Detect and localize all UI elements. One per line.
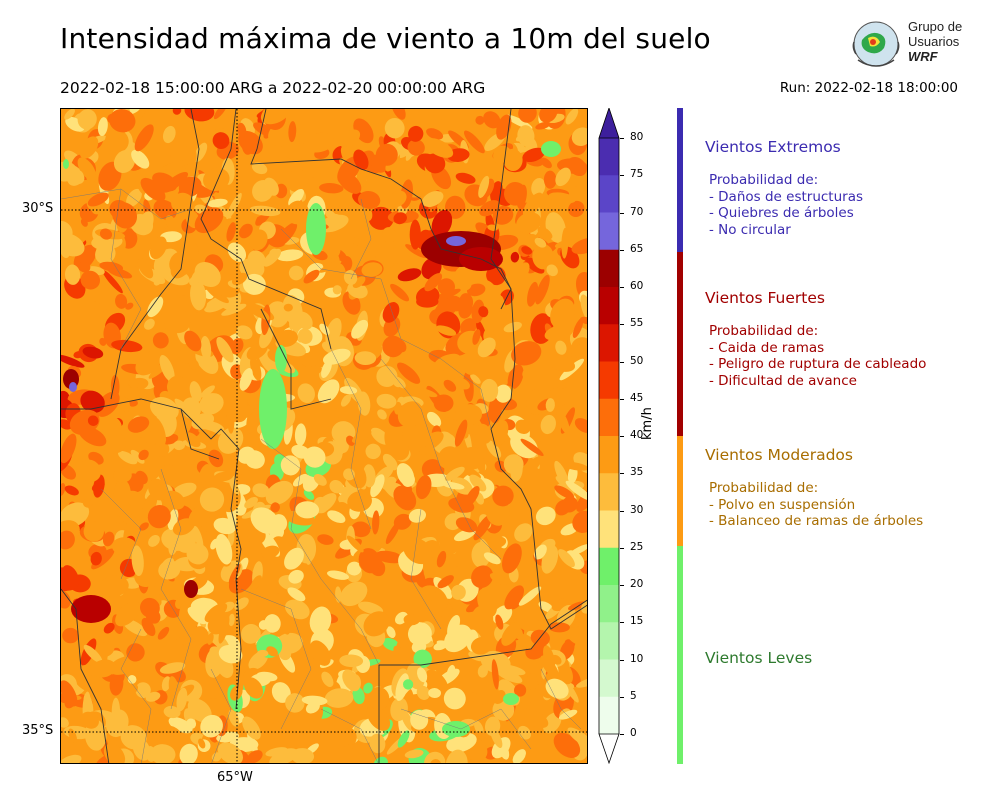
category-moderados: Vientos Moderados Probabilidad de: - Pol… [705,446,923,530]
colorbar-tick-mark [620,175,624,177]
category-line: - Daños de estructuras [709,188,864,205]
department-borders [61,188,582,763]
logo-line1: Grupo de [908,19,963,34]
lon-label-65w: 65°W [217,770,253,785]
category-line: Probabilidad de: [709,172,819,188]
strip-moderados [677,436,683,546]
colorbar-tick-label: 25 [630,540,644,553]
colorbar-tick-label: 40 [630,429,644,441]
colorbar-tick-label: 75 [630,168,644,181]
colorbar-tick-mark [620,473,624,475]
colorbar-tick-label: 10 [630,652,644,665]
colorbar-level [599,547,619,586]
globe-icon [852,21,900,67]
province-borders [61,109,587,763]
colorbar-level [599,249,619,288]
category-title: Vientos Moderados [705,446,853,464]
wrf-logo: Grupo de Usuarios WRF [848,18,970,72]
colorbar-tick-label: 45 [630,391,644,404]
colorbar-level [599,175,619,213]
colorbar-unit: km/h [640,407,655,440]
strip-fuertes [677,252,683,436]
colorbar-tick-mark [620,696,624,698]
category-line: - Dificultad de avance [709,372,857,389]
run-time: Run: 2022-02-18 18:00:00 [779,80,958,96]
category-line: Probabilidad de: [709,323,819,339]
strip-extremos [677,108,683,252]
colorbar-level [599,138,619,176]
colorbar-level [599,696,619,735]
colorbar-tick-mark [620,212,624,214]
category-line: - Balanceo de ramas de árboles [709,513,924,529]
colorbar-level [599,622,619,660]
category-line: Probabilidad de: [709,480,819,496]
category-line: - Quiebres de árboles [709,205,854,221]
colorbar-tick-label: 65 [630,242,644,255]
wind-map[interactable] [60,108,588,764]
graticule [61,109,587,763]
colorbar [598,108,620,764]
colorbar-level [599,659,619,698]
logo-line2: Usuarios [908,34,960,49]
colorbar-level [599,398,619,437]
colorbar-tick-mark [620,398,624,400]
colorbar-tick-mark [620,510,624,512]
logo-line3: WRF [908,49,938,64]
colorbar-level [599,510,619,549]
lat-label-30s: 30°S [22,201,54,216]
category-line: - Peligro de ruptura de cableado [709,356,927,372]
category-line: - Polvo en suspensión [709,496,856,513]
colorbar-tick-mark [620,585,624,586]
colorbar-tick-mark [620,436,624,437]
category-leves: Vientos Leves [705,649,812,667]
forecast-period: 2022-02-18 15:00:00 ARG a 2022-02-20 00:… [60,79,486,97]
colorbar-level [599,473,619,511]
colorbar-tick-label: 60 [630,280,644,292]
colorbar-tick-label: 30 [630,503,644,516]
colorbar-tick-label: 20 [630,578,644,590]
colorbar-level [599,585,619,623]
colorbar-extend-max [598,108,620,139]
colorbar-level [599,287,619,325]
wind-field-plot [61,109,587,763]
colorbar-tick-label: 50 [630,354,644,367]
lat-label-35s: 35°S [22,723,54,738]
colorbar-tick-label: 0 [630,727,637,739]
colorbar-tick-mark [620,622,624,624]
category-line: - Caida de ramas [709,339,825,356]
colorbar-tick-label: 55 [630,317,644,330]
colorbar-tick-mark [620,659,624,661]
colorbar-tick-label: 15 [630,615,644,628]
colorbar-tick-mark [620,287,624,288]
colorbar-tick-mark [620,249,624,251]
colorbar-tick-mark [620,138,624,139]
colorbar-tick-mark [620,734,624,735]
category-title: Vientos Leves [705,649,813,667]
colorbar-tick-mark [620,361,624,363]
colorbar-level [599,361,619,400]
colorbar-tick-label: 80 [630,131,644,143]
colorbar-tick-label: 5 [630,689,637,702]
colorbar-tick-label: 35 [630,466,644,479]
map-title: Intensidad máxima de viento a 10m del su… [60,22,711,55]
colorbar-tick-label: 70 [630,205,644,218]
colorbar-level [599,212,619,251]
strip-leves [677,546,683,764]
category-fuertes: Vientos Fuertes Probabilidad de: - Caida… [705,289,926,389]
category-title: Vientos Fuertes [705,289,825,307]
colorbar-tick-mark [620,547,624,549]
colorbar-tick-mark [620,324,624,326]
category-title: Vientos Extremos [705,138,841,156]
colorbar-level [599,324,619,362]
colorbar-extend-min [598,733,620,764]
category-line: - No circular [709,221,791,238]
colorbar-level [599,436,619,474]
category-extremos: Vientos Extremos Probabilidad de: - Daño… [705,138,863,238]
